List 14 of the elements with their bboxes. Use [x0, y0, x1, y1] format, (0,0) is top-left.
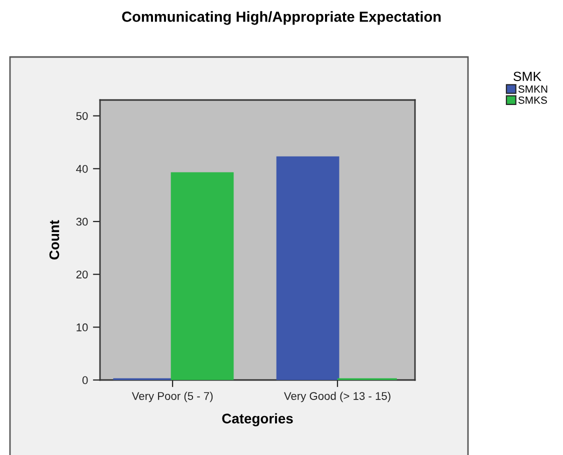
y-tick-label: 40	[76, 164, 88, 173]
y-tick-label: 50	[76, 112, 88, 120]
y-tick-label: 0	[82, 376, 88, 384]
y-tick-label: 20	[76, 270, 88, 278]
x-axis-title: Categories	[222, 413, 293, 426]
legend-label: SMKN	[518, 85, 548, 93]
y-tick-label: 10	[76, 323, 88, 332]
y-tick-label: 30	[76, 218, 88, 226]
chart-title: Communicating High/Appropriate Expectation	[122, 11, 441, 25]
y-axis-title: Count	[49, 220, 60, 260]
legend-label: SMKS	[518, 96, 547, 104]
x-tick-label: Very Poor (5 - 7)	[132, 392, 213, 402]
legend-title: SMK	[514, 72, 542, 82]
x-tick-label: Very Good (> 13 - 15)	[284, 392, 390, 402]
